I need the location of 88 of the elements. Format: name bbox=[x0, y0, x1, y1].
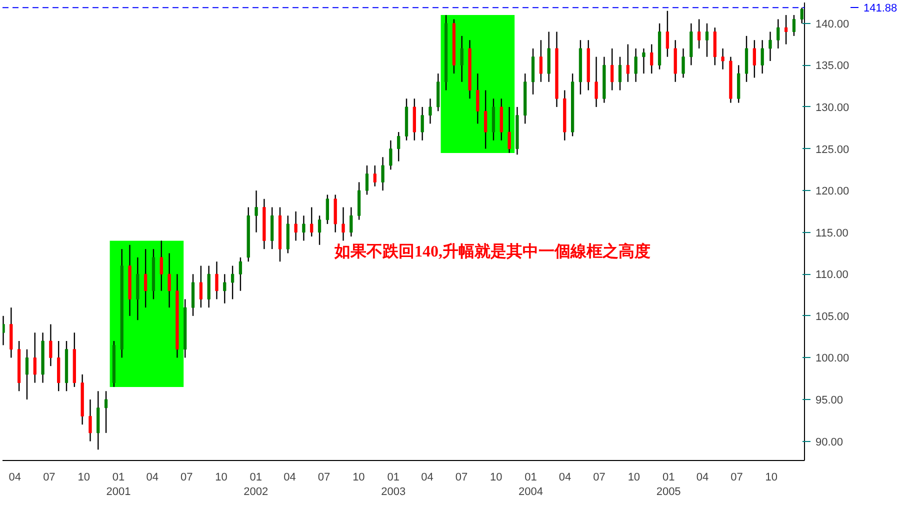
candlestick bbox=[33, 332, 36, 384]
candlestick bbox=[294, 210, 298, 242]
annotation: 如果不跌回140,升幅就是其中一個線框之高度 bbox=[334, 242, 650, 260]
candlestick bbox=[397, 131, 400, 162]
candlestick bbox=[350, 206, 353, 238]
y-tick-label: 105.00 bbox=[816, 310, 850, 323]
x-tick-label: 10 bbox=[490, 472, 502, 484]
candlestick bbox=[230, 265, 234, 300]
x-tick-label: 04 bbox=[421, 472, 434, 484]
candlestick bbox=[776, 18, 780, 50]
y-tick-label: 110.00 bbox=[816, 269, 848, 282]
x-tick-label: 04 bbox=[8, 472, 22, 484]
candlestick bbox=[476, 72, 480, 124]
candlestick bbox=[342, 206, 345, 242]
y-tick-label: 125.00 bbox=[816, 144, 850, 156]
x-tick-label: 04 bbox=[146, 472, 158, 484]
candlestick bbox=[88, 398, 92, 442]
candlestick bbox=[705, 22, 709, 58]
candlestick bbox=[310, 206, 314, 238]
candlestick bbox=[752, 40, 756, 78]
x-tick-label: 01 2002 bbox=[244, 472, 268, 498]
candlestick bbox=[760, 40, 764, 74]
x-tick-label: 01 2005 bbox=[656, 472, 681, 498]
candlestick bbox=[484, 90, 488, 150]
candlestick bbox=[618, 56, 622, 91]
candlestick bbox=[634, 48, 638, 82]
x-tick-label: 04 bbox=[284, 472, 296, 484]
candlestick bbox=[698, 18, 701, 50]
candlestick bbox=[610, 48, 614, 91]
x-tick-label: 07 bbox=[730, 472, 743, 484]
candlestick bbox=[49, 324, 52, 367]
candlestick bbox=[160, 240, 163, 292]
x-tick-label: 04 bbox=[696, 472, 709, 484]
candlestick bbox=[2, 315, 5, 346]
candlestick bbox=[650, 44, 654, 74]
x-tick-label: 07 bbox=[318, 472, 330, 484]
x-tick-label: 10 bbox=[78, 472, 90, 484]
x-tick-label: 07 bbox=[593, 472, 606, 484]
x-tick-label: 04 bbox=[558, 472, 572, 484]
x-tick-label: 10 bbox=[352, 472, 365, 484]
candlestick bbox=[460, 35, 464, 82]
y-tick-label: 135.00 bbox=[816, 60, 850, 72]
y-tick-label: 120.00 bbox=[816, 186, 850, 198]
candlestick bbox=[626, 44, 630, 82]
x-tick-label: 10 bbox=[628, 472, 640, 484]
candlestick bbox=[508, 106, 511, 154]
candlestick bbox=[326, 194, 330, 225]
candlestick bbox=[539, 40, 542, 82]
candlestick bbox=[144, 248, 148, 308]
candlestick bbox=[199, 265, 202, 308]
candlestick bbox=[168, 252, 171, 308]
candlestick bbox=[381, 156, 384, 192]
candlestick bbox=[254, 190, 258, 233]
x-tick-label: 01 2004 bbox=[518, 472, 544, 498]
candlestick bbox=[792, 14, 796, 37]
candlestick bbox=[428, 98, 432, 124]
candlestick bbox=[666, 10, 670, 58]
candlestick bbox=[768, 31, 772, 62]
candlestick bbox=[682, 48, 685, 78]
candlestick bbox=[25, 348, 29, 400]
candlestick bbox=[302, 215, 306, 242]
y-tick-label: 115.00 bbox=[816, 227, 848, 240]
candlestick bbox=[215, 260, 218, 300]
x-tick-label: 01 2001 bbox=[106, 472, 131, 498]
candlestick bbox=[318, 215, 322, 246]
candlestick bbox=[238, 256, 242, 292]
candlestick bbox=[594, 56, 598, 108]
x-tick-label: 07 bbox=[43, 472, 56, 484]
candlestick bbox=[721, 48, 724, 70]
x-tick-label: 01 2003 bbox=[381, 472, 406, 498]
x-tick-label: 07 bbox=[180, 472, 193, 484]
candlestick bbox=[223, 274, 226, 304]
candlestick bbox=[784, 14, 788, 45]
y-tick-label: 100.00 bbox=[816, 352, 850, 365]
candlestick bbox=[420, 106, 424, 141]
y-tick-label: 140.00 bbox=[816, 18, 850, 30]
y-tick-label: 90.00 bbox=[816, 436, 844, 448]
candlestick bbox=[642, 48, 646, 74]
x-tick-label: 07 bbox=[455, 472, 468, 484]
candlestick bbox=[365, 164, 369, 196]
ref-line-label: 141.88 bbox=[864, 2, 898, 15]
candlestick bbox=[104, 390, 108, 434]
y-tick-label: 95.00 bbox=[816, 394, 844, 406]
candlestick bbox=[389, 140, 392, 170]
candlestick bbox=[373, 164, 376, 187]
x-tick-label: 10 bbox=[765, 472, 778, 484]
x-tick-label: 10 bbox=[215, 472, 228, 484]
y-tick-label: 130.00 bbox=[816, 102, 850, 114]
